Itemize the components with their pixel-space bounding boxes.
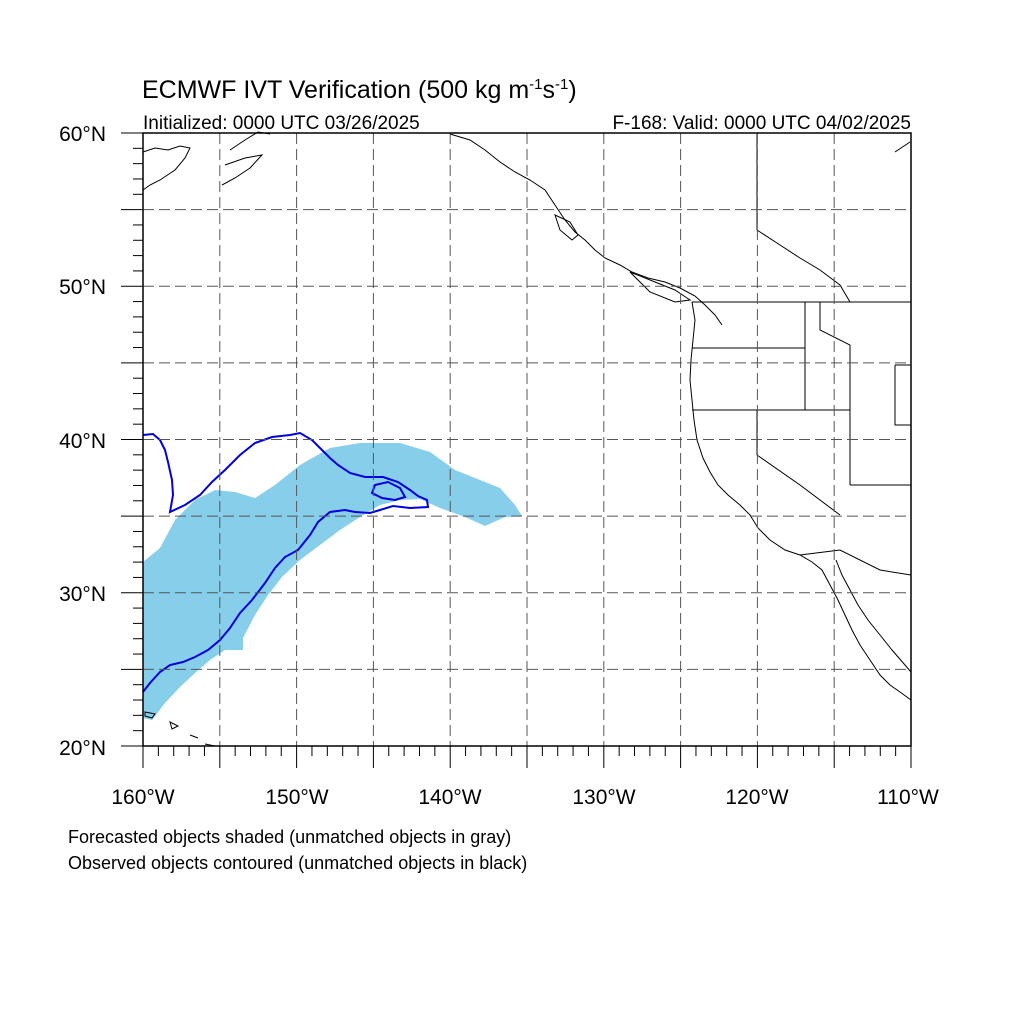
forecast-object-shaded	[143, 443, 522, 720]
legend-observed: Observed objects contoured (unmatched ob…	[68, 853, 527, 873]
lat-label-50: 50°N	[59, 276, 106, 299]
valid-time: F-168: Valid: 0000 UTC 04/02/2025	[612, 113, 911, 134]
alaska-coast	[142, 131, 271, 191]
lon-label-120w: 120°W	[725, 786, 788, 809]
state-borders	[692, 134, 912, 576]
legend-forecast: Forecasted objects shaded (unmatched obj…	[68, 827, 511, 847]
grid-lines	[143, 133, 911, 746]
lon-label-160w: 160°W	[111, 786, 174, 809]
lon-label-140w: 140°W	[418, 786, 481, 809]
lat-label-20: 20°N	[59, 737, 106, 760]
lon-label-110w: 110°W	[877, 786, 939, 809]
lon-label-150w: 150°W	[265, 786, 328, 809]
canada-islands	[554, 141, 911, 303]
baja-peninsula	[835, 559, 912, 673]
lat-label-40: 40°N	[59, 430, 106, 453]
lat-label-60: 60°N	[59, 123, 106, 146]
lon-label-130w: 130°W	[572, 786, 635, 809]
us-west-coast	[689, 301, 912, 701]
hawaii-islands	[144, 711, 216, 747]
axis-ticks	[121, 132, 912, 768]
canada-coast	[449, 133, 723, 326]
observed-object-contour	[142, 431, 430, 693]
lat-label-30: 30°N	[59, 583, 106, 606]
initialized-time: Initialized: 0000 UTC 03/26/2025	[143, 113, 420, 134]
map-title: ECMWF IVT Verification (500 kg m-1s-1)	[142, 76, 577, 104]
coastlines	[142, 131, 912, 747]
